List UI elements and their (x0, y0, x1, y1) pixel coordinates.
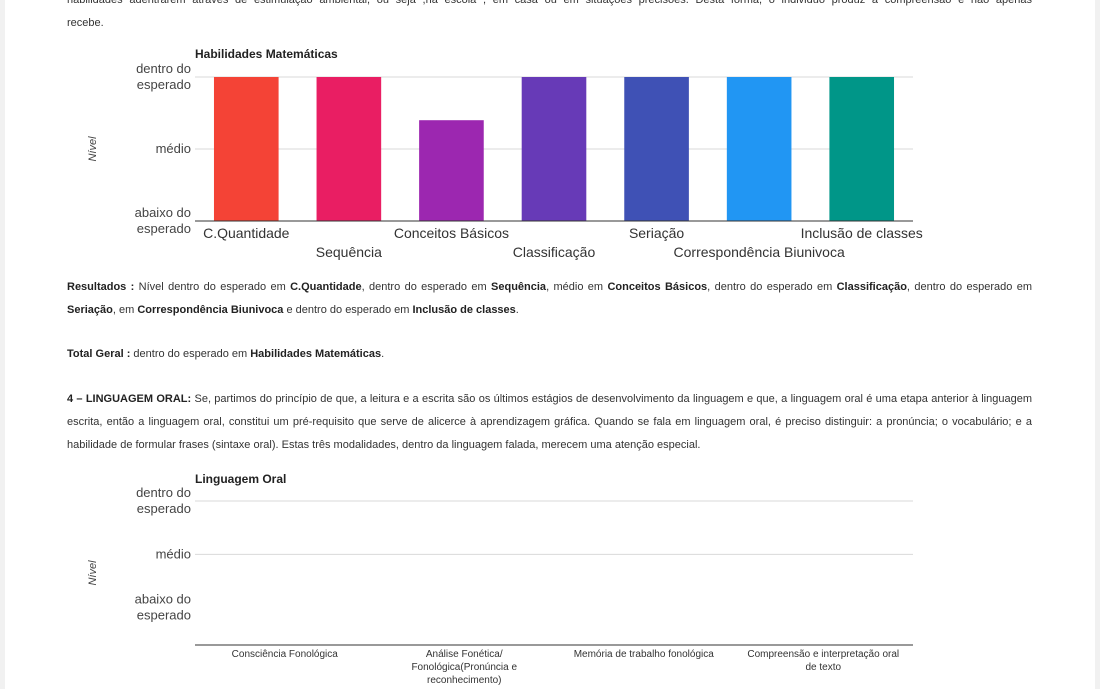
bar-2 (316, 77, 382, 221)
intro-bottom-line: recebe. (67, 17, 104, 29)
total-geral-text: . (381, 348, 385, 360)
total-geral-term: Habilidades Matemáticas (250, 348, 382, 360)
resultados-term: Inclusão de classes (412, 304, 516, 316)
y-tick-label: médio (156, 141, 191, 156)
resultados-text: , em (112, 304, 138, 316)
resultados-label: Resultados : (67, 281, 135, 293)
bar-4 (521, 77, 587, 221)
bar-3 (419, 120, 484, 221)
bar-5 (624, 77, 689, 221)
total-geral-label: Total Geral : (67, 348, 131, 360)
y-tick-label: esperado (137, 221, 191, 236)
y-tick-label: médio (156, 546, 191, 561)
bar-1 (213, 77, 279, 221)
total-geral-paragraph: Total Geral : dentro do esperado em Habi… (67, 343, 1032, 366)
y-tick-label: esperado (137, 501, 191, 516)
y-axis-label: Nível (87, 136, 99, 162)
bar-7 (829, 77, 895, 221)
linguagem-oral-text: Se, partimos do princípio de que, a leit… (67, 393, 1032, 451)
x-tick-label: Sequência (316, 244, 382, 260)
y-tick-label: abaixo do (135, 592, 191, 607)
x-tick-label: C.Quantidade (203, 225, 290, 241)
intro-paragraph: habilidades adentrarem através de estimu… (67, 0, 1032, 35)
y-tick-label: abaixo do (135, 205, 191, 220)
x-tick-label: Seriação (629, 225, 684, 241)
x-tick-label: reconhecimento) (427, 675, 501, 686)
resultados-term: Correspondência Biunivoca (137, 304, 284, 316)
y-tick-label: esperado (137, 77, 191, 92)
chart-title: Habilidades Matemáticas (195, 47, 338, 61)
resultados-text: Nível dentro do esperado em C.Quantidade… (67, 281, 1032, 316)
y-tick-label: dentro do (136, 61, 191, 76)
total-geral-text: dentro do esperado em (130, 348, 251, 360)
x-tick-label: Inclusão de classes (801, 225, 923, 241)
linguagem-oral-heading: 4 – LINGUAGEM ORAL: (67, 393, 192, 405)
resultados-text: , dentro do esperado em (361, 281, 492, 293)
x-tick-label: Consciência Fonológica (232, 649, 339, 660)
y-tick-label: esperado (137, 608, 191, 623)
chart-linguagem-oral: Linguagem Oral Nível abaixo do esperado médi… (5, 465, 1095, 689)
resultados-text: . (515, 304, 519, 316)
x-tick-label: Conceitos Básicos (394, 225, 509, 241)
chart-habilidades-matematicas: Habilidades Matemáticas Nível abaixo do esp… (5, 40, 1095, 270)
resultados-term: Classificação (836, 281, 907, 293)
linguagem-oral-paragraph: 4 – LINGUAGEM ORAL: Se, partimos do prin… (67, 388, 1032, 457)
x-tick-label: Correspondência Biunivoca (674, 244, 845, 260)
x-tick-label: Classificação (513, 244, 596, 260)
resultados-text: , dentro do esperado em (707, 281, 837, 293)
resultados-text: , dentro do esperado em (906, 281, 1032, 293)
resultados-text: , médio em (546, 281, 608, 293)
chart-title: Linguagem Oral (195, 472, 286, 486)
resultados-term: Conceitos Básicos (607, 281, 708, 293)
total-geral-text: dentro do esperado em Habilidades Matemá… (130, 348, 384, 360)
resultados-text: e dentro do esperado em (283, 304, 413, 316)
document-page: habilidades adentrarem através de estimu… (5, 0, 1095, 689)
x-tick-label: Memória de trabalho fonológica (574, 649, 715, 660)
x-tick-label: de texto (805, 662, 841, 673)
x-tick-label: Fonológica(Pronúncia e (411, 662, 517, 673)
bar-6 (726, 77, 792, 221)
x-tick-label: Compreensão e interpretação oral (747, 649, 899, 660)
resultados-term: Seriação (67, 304, 113, 316)
y-axis-label: Nível (87, 560, 99, 586)
intro-top-line: habilidades adentrarem através de estimu… (67, 0, 1032, 6)
y-tick-label: dentro do (136, 485, 191, 500)
resultados-paragraph: Resultados : Nível dentro do esperado em… (67, 276, 1032, 322)
resultados-term: C.Quantidade (290, 281, 362, 293)
resultados-term: Sequência (491, 281, 547, 293)
resultados-text: Nível dentro do esperado em (134, 281, 291, 293)
x-tick-label: Análise Fonética/ (426, 649, 503, 660)
